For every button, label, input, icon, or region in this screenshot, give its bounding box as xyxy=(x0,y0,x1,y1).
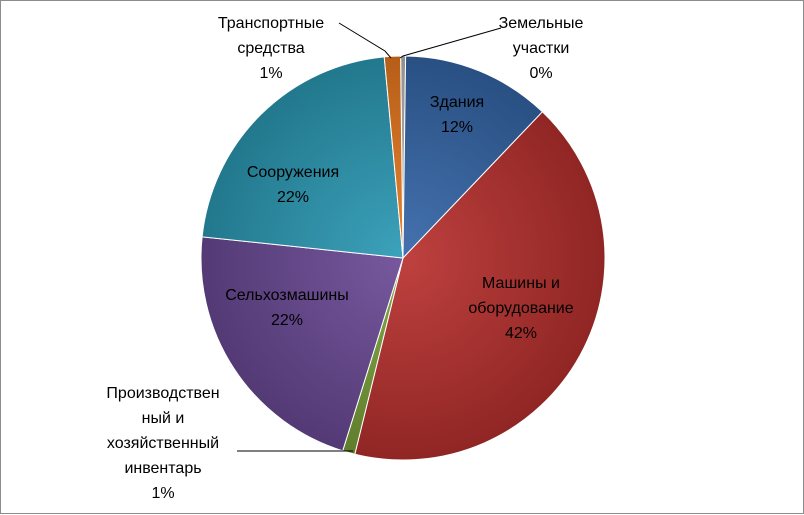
slice-name-line: Сельхозмашины xyxy=(225,287,348,304)
pie-slice xyxy=(402,55,544,260)
slice-name-line: Производствен xyxy=(106,385,219,402)
slice-name-line: инвентарь xyxy=(124,460,201,477)
slice-labels: Земельные участки 0% Здания 12% Машины и обору… xyxy=(106,15,583,502)
leader-line xyxy=(338,22,392,59)
slice-percent: 1% xyxy=(259,65,282,82)
slice-percent: 22% xyxy=(277,189,309,206)
pie-slices xyxy=(200,55,606,461)
slice-name-line: Земельные xyxy=(499,15,584,32)
slice-label: Сельхозмашины 22% xyxy=(225,287,348,329)
slice-percent: 0% xyxy=(529,65,552,82)
leader-lines xyxy=(237,22,502,452)
slice-label: Транспортные средства 1% xyxy=(218,15,324,82)
slice-name-line: Сооружения xyxy=(247,164,339,181)
slice-percent: 22% xyxy=(271,312,303,329)
slice-label: Здания 12% xyxy=(430,94,484,136)
pie-slice xyxy=(354,111,606,461)
slice-name-line: хозяйственный xyxy=(107,435,219,452)
slice-name-line: Транспортные xyxy=(218,15,324,32)
slice-label: Производствен ный и хозяйственный инвентарь… xyxy=(106,385,219,502)
pie-slice xyxy=(201,56,404,259)
slice-name-line: Машины и xyxy=(482,275,560,292)
slice-name-line: участки xyxy=(513,40,570,57)
slice-label: Сооружения 22% xyxy=(247,164,339,206)
pie-slice xyxy=(200,236,404,452)
pie-slice xyxy=(383,55,404,259)
slice-percent: 1% xyxy=(151,485,174,502)
slice-name-line: средства xyxy=(237,40,304,57)
slice-label: Земельные участки 0% xyxy=(499,15,584,82)
slice-name-line: ный и xyxy=(142,410,185,427)
slice-percent: 12% xyxy=(441,119,473,136)
slice-percent: 42% xyxy=(505,325,537,342)
slice-label: Машины и оборудование 42% xyxy=(468,275,573,342)
slice-name-line: оборудование xyxy=(468,300,573,317)
slice-name-line: Здания xyxy=(430,94,484,111)
leader-line xyxy=(399,27,502,59)
